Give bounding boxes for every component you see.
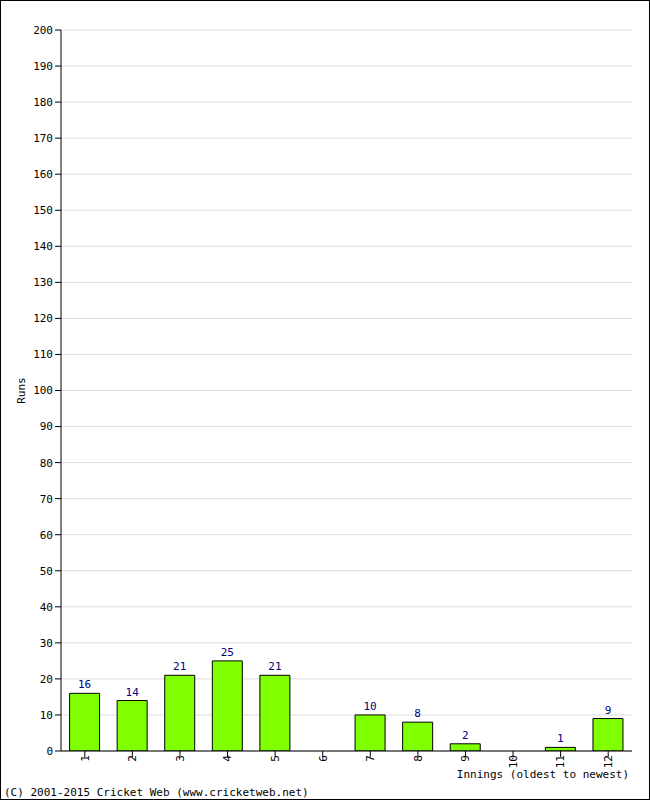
svg-text:80: 80: [40, 457, 53, 470]
svg-text:130: 130: [33, 276, 53, 289]
svg-text:25: 25: [221, 646, 234, 659]
svg-text:11: 11: [554, 755, 567, 768]
svg-text:9: 9: [459, 755, 472, 762]
html-text:(C) 2001-2015 Cricket Web (www: (C) 2001-2015 Cricket Web (www.cricketwe…: [4, 786, 309, 799]
svg-text:1: 1: [79, 755, 92, 762]
svg-text:4: 4: [221, 755, 234, 762]
svg-text:14: 14: [126, 686, 140, 699]
svg-text:40: 40: [40, 601, 53, 614]
svg-text:170: 170: [33, 132, 53, 145]
svg-text:180: 180: [33, 96, 53, 109]
svg-text:30: 30: [40, 637, 53, 650]
svg-text:1: 1: [557, 732, 564, 745]
svg-text:6: 6: [317, 755, 330, 762]
svg-text:200: 200: [33, 24, 53, 37]
svg-text:190: 190: [33, 60, 53, 73]
svg-text:16: 16: [78, 678, 91, 691]
svg-text:100: 100: [33, 384, 53, 397]
svg-text:5: 5: [269, 755, 282, 762]
html-text:Innings (oldest to newest): Innings (oldest to newest): [456, 768, 629, 781]
svg-text:21: 21: [268, 660, 281, 673]
svg-text:21: 21: [173, 660, 186, 673]
svg-text:150: 150: [33, 204, 53, 217]
svg-text:12: 12: [602, 755, 615, 768]
svg-text:Runs: Runs: [15, 377, 28, 404]
svg-text:9: 9: [605, 704, 612, 717]
svg-text:10: 10: [40, 709, 53, 722]
svg-text:70: 70: [40, 493, 53, 506]
svg-text:2: 2: [126, 755, 139, 762]
svg-text:20: 20: [40, 673, 53, 686]
svg-text:60: 60: [40, 529, 53, 542]
svg-text:160: 160: [33, 168, 53, 181]
svg-text:140: 140: [33, 240, 53, 253]
svg-text:110: 110: [33, 348, 53, 361]
svg-text:10: 10: [363, 700, 376, 713]
svg-text:10: 10: [507, 755, 520, 768]
svg-text:0: 0: [46, 745, 53, 758]
svg-text:3: 3: [174, 755, 187, 762]
svg-text:90: 90: [40, 420, 53, 433]
svg-text:7: 7: [364, 755, 377, 762]
svg-text:50: 50: [40, 565, 53, 578]
svg-text:120: 120: [33, 312, 53, 325]
svg-text:8: 8: [414, 707, 421, 720]
svg-text:2: 2: [462, 729, 469, 742]
svg-text:8: 8: [412, 755, 425, 762]
